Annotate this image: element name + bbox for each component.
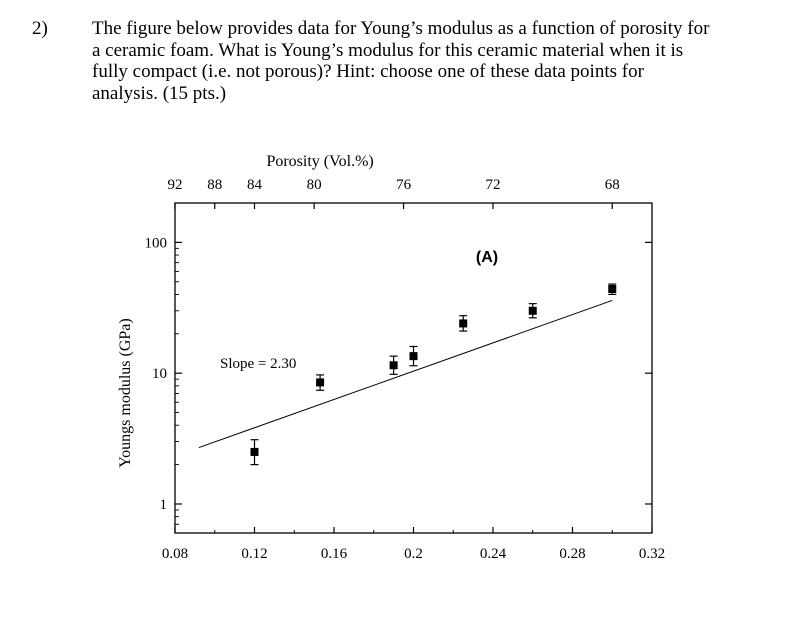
question-line: analysis. (15 pts.) (92, 82, 227, 104)
question-line: a ceramic foam. What is Young’s modulus … (92, 39, 684, 61)
x-tick-label: 0.32 (639, 546, 665, 562)
top-axis-title: Porosity (Vol.%) (266, 153, 373, 170)
data-point (608, 285, 617, 294)
x-tick-label: 0.12 (241, 546, 267, 562)
x-tick-label: 0.24 (480, 546, 507, 562)
data-point (409, 352, 418, 361)
y-tick-label: 10 (152, 366, 167, 382)
top-tick-label: 88 (207, 177, 222, 193)
x-tick-label: 0.28 (559, 546, 585, 562)
top-tick-label: 68 (605, 177, 620, 193)
top-tick-label: 72 (486, 177, 501, 193)
x-tick-label: 0.16 (321, 546, 348, 562)
y-axis-title: Youngs modulus (GPa) (117, 318, 134, 468)
data-point (389, 361, 398, 370)
top-tick-label: 76 (396, 177, 412, 193)
top-tick-label: 84 (247, 177, 263, 193)
top-tick-label: 80 (307, 177, 322, 193)
data-point (459, 319, 468, 328)
question-text: The figure below provides data for Young… (92, 18, 764, 104)
slope-annotation: Slope = 2.30 (220, 356, 296, 372)
fit-line (198, 299, 613, 449)
question-line: The figure below provides data for Young… (92, 18, 710, 39)
question-number: 2) (32, 18, 48, 39)
data-point (316, 378, 325, 387)
y-tick-label: 1 (160, 497, 168, 513)
x-tick-label: 0.2 (404, 546, 423, 562)
panel-label: (A) (476, 249, 498, 266)
question-line: fully compact (i.e. not porous)? Hint: c… (92, 61, 644, 82)
data-point (250, 447, 259, 456)
top-tick-label: 92 (168, 177, 183, 193)
y-tick-label: 100 (145, 235, 168, 251)
data-point (528, 306, 537, 315)
x-tick-label: 0.08 (162, 546, 188, 562)
